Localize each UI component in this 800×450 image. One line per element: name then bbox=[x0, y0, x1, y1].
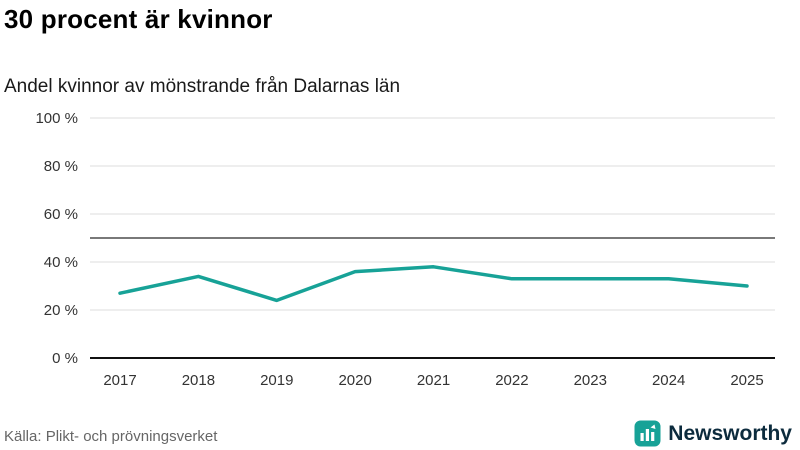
x-tick-label: 2020 bbox=[338, 372, 371, 389]
newsworthy-logo: Newsworthy bbox=[634, 420, 792, 447]
y-tick-label: 20 % bbox=[44, 302, 78, 319]
data-line-series bbox=[118, 265, 749, 303]
y-tick-label: 0 % bbox=[52, 350, 78, 367]
y-tick-label: 60 % bbox=[44, 206, 78, 223]
x-tick-label: 2021 bbox=[417, 372, 450, 389]
y-tick-label: 40 % bbox=[44, 254, 78, 271]
x-tick-label: 2025 bbox=[730, 372, 763, 389]
x-tick-label: 2023 bbox=[574, 372, 607, 389]
x-tick-label: 2019 bbox=[260, 372, 293, 389]
y-tick-label: 100 % bbox=[35, 110, 78, 127]
source-note: Källa: Plikt- och prövningsverket bbox=[4, 428, 218, 445]
x-tick-label: 2024 bbox=[652, 372, 685, 389]
newsworthy-logo-icon bbox=[634, 420, 661, 447]
y-tick-label: 80 % bbox=[44, 158, 78, 175]
x-tick-label: 2017 bbox=[103, 372, 136, 389]
x-tick-label: 2022 bbox=[495, 372, 528, 389]
chart-subtitle: Andel kvinnor av mönstrande från Dalarna… bbox=[4, 76, 401, 97]
brand-name: Newsworthy bbox=[668, 421, 792, 445]
x-tick-label: 2018 bbox=[182, 372, 215, 389]
line-chart: 0 % 20 % 40 % 60 % 80 % 100 % 2017 2018 2019 2020… bbox=[35, 110, 775, 389]
chart-title: 30 procent är kvinnor bbox=[4, 4, 273, 34]
